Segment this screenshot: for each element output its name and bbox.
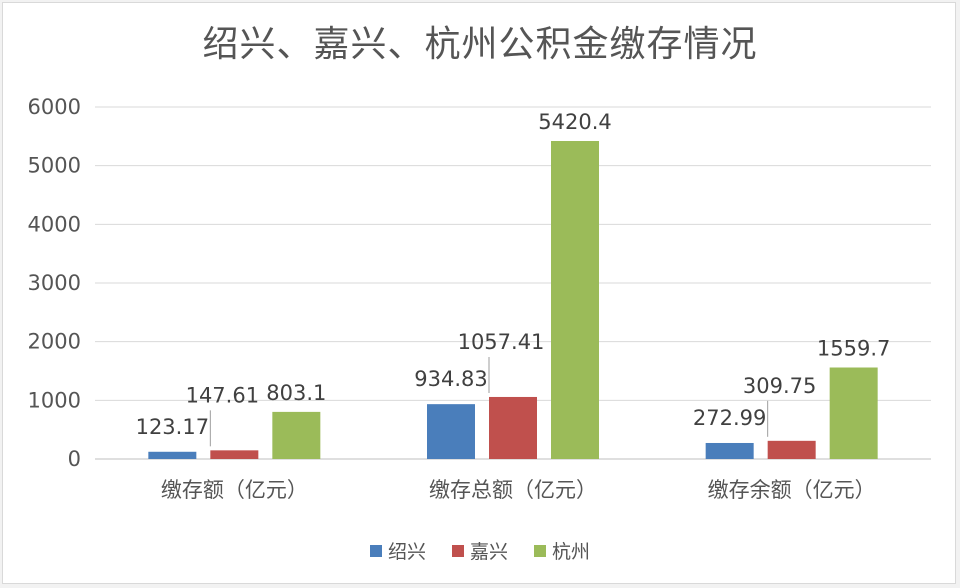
data-label: 1057.41	[458, 330, 545, 354]
bar	[705, 442, 754, 459]
legend: 绍兴 嘉兴 杭州	[3, 537, 957, 564]
bar	[551, 141, 599, 459]
y-tick-label: 5000	[28, 154, 81, 178]
bar	[210, 450, 259, 459]
legend-swatch-shaoxing	[369, 544, 382, 557]
data-label: 934.83	[414, 367, 487, 391]
data-label: 272.99	[693, 406, 766, 430]
x-tick-label: 缴存余额（亿元）	[708, 478, 876, 502]
legend-swatch-hangzhou	[534, 544, 546, 557]
plot-area: 0 1000 2000 3000 4000 5000 6000 缴存额（亿元） 123.17 14…	[28, 95, 931, 502]
x-tick-label: 缴存额（亿元）	[161, 478, 308, 502]
bar	[767, 440, 816, 459]
chart-title: 绍兴、嘉兴、杭州公积金缴存情况	[202, 24, 758, 65]
legend-swatch-jiaxing	[451, 544, 464, 557]
bar	[148, 451, 197, 459]
legend-label-shaoxing: 绍兴	[387, 541, 426, 563]
y-tick-label: 4000	[28, 212, 81, 236]
bar	[427, 404, 475, 459]
legend-label-jiaxing: 嘉兴	[469, 541, 508, 563]
data-label: 1559.7	[817, 336, 890, 360]
bar	[272, 411, 321, 459]
legend-label-hangzhou: 杭州	[552, 541, 591, 563]
data-label: 5420.4	[538, 110, 611, 134]
data-label: 147.61	[186, 383, 259, 407]
y-tick-label: 2000	[28, 330, 81, 354]
data-label: 123.17	[136, 415, 209, 439]
y-tick-label: 0	[68, 447, 81, 471]
bar	[489, 396, 537, 459]
legend-item-hangzhou: 杭州	[534, 537, 590, 564]
y-tick-label: 6000	[28, 95, 81, 119]
bar	[829, 367, 878, 459]
legend-item-shaoxing: 绍兴	[369, 537, 426, 564]
y-tick-label: 1000	[28, 388, 81, 412]
data-label: 803.1	[266, 381, 326, 405]
y-tick-label: 3000	[28, 271, 81, 295]
legend-item-jiaxing: 嘉兴	[451, 537, 508, 564]
x-tick-label: 缴存总额（亿元）	[429, 478, 597, 502]
data-label: 309.75	[743, 374, 816, 398]
